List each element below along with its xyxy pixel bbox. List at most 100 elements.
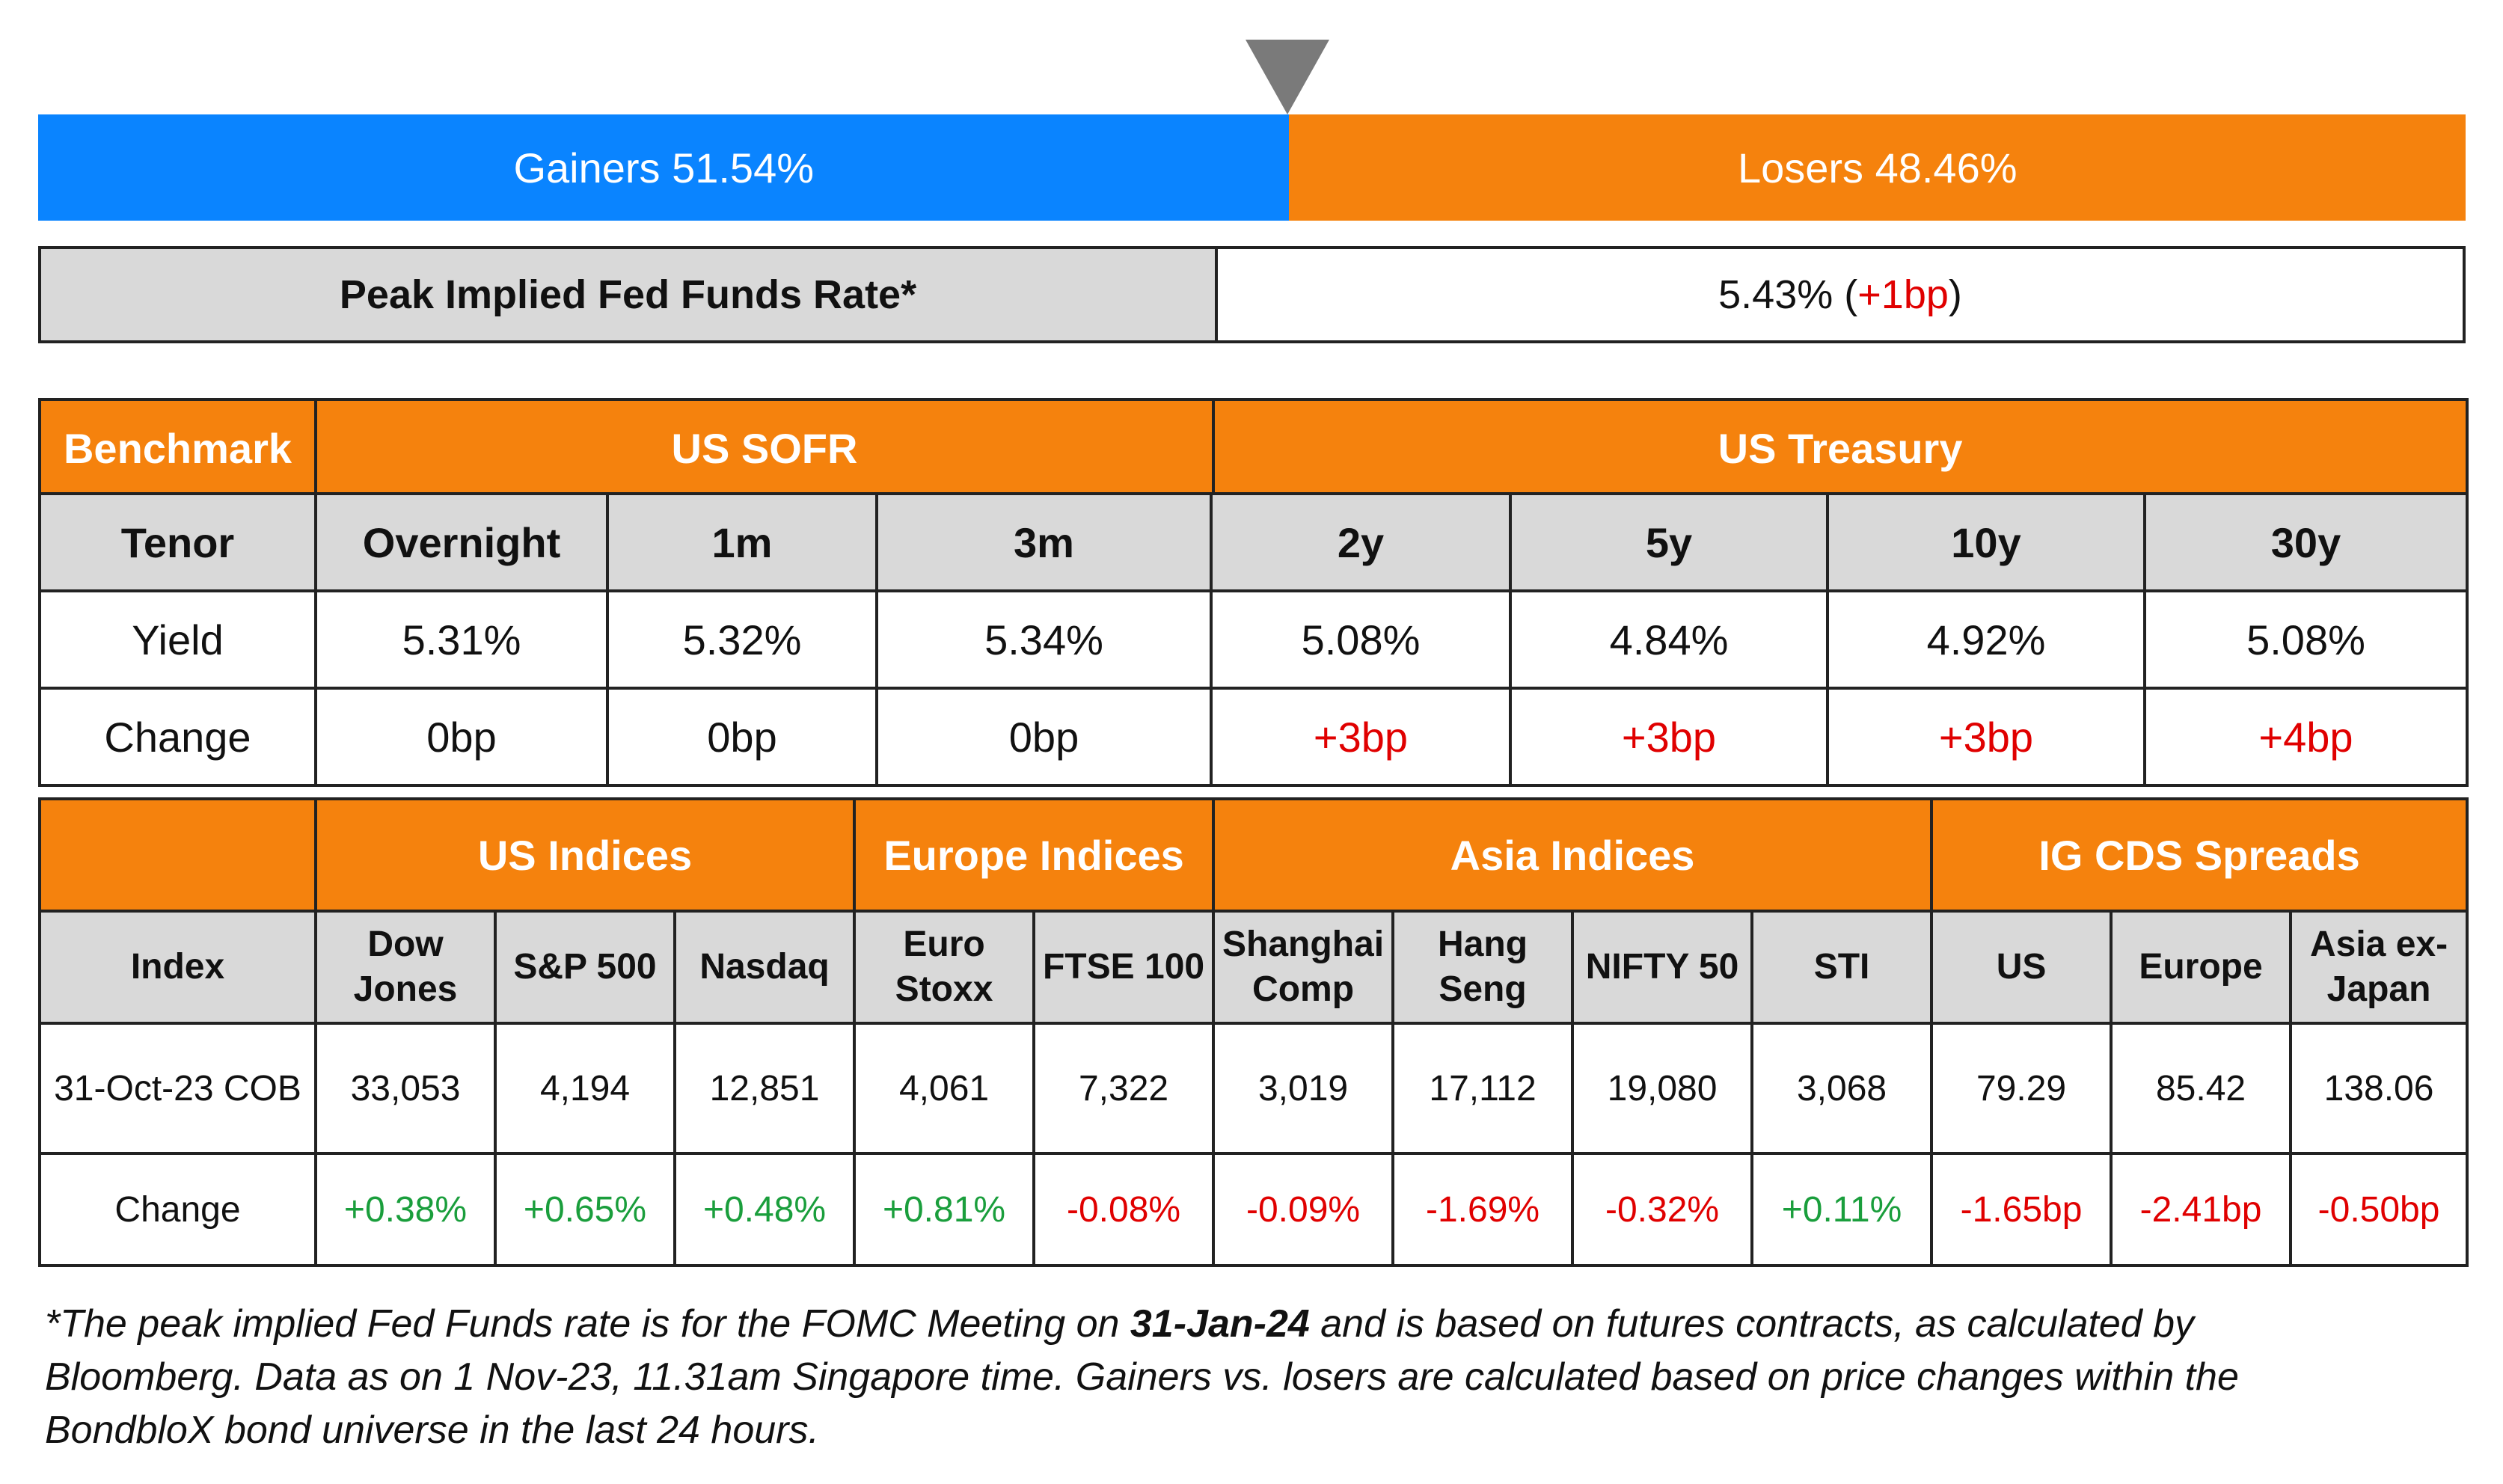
treasury-header: US Treasury bbox=[1212, 398, 2469, 498]
tenor-cell: Overnight bbox=[314, 492, 609, 592]
rate-change-cell: +4bp bbox=[2143, 687, 2469, 787]
index-name-cell: Euro Stoxx bbox=[853, 910, 1036, 1025]
index-value-cell: 12,851 bbox=[673, 1022, 857, 1155]
rates-table: Tenor Overnight 1m 3m 2y 5y 10y 30y Yiel… bbox=[38, 492, 2469, 787]
index-name-line: Europe bbox=[2139, 947, 2263, 987]
yield-cell: 5.32% bbox=[606, 589, 878, 690]
index-name-line: Stoxx bbox=[895, 969, 993, 1009]
index-name-line: NIFTY 50 bbox=[1585, 947, 1739, 987]
fed-funds-rate: 5.43% bbox=[1718, 272, 1833, 317]
index-change-cell: -0.08% bbox=[1032, 1152, 1216, 1267]
index-name-cell: FTSE 100 bbox=[1032, 910, 1216, 1025]
yield-cell: 5.08% bbox=[1210, 589, 1512, 690]
footnote: *The peak implied Fed Funds rate is for … bbox=[45, 1298, 2439, 1458]
tenor-cell: 30y bbox=[2143, 492, 2469, 592]
rate-change-cell: +3bp bbox=[1826, 687, 2146, 787]
index-name-cell: Nasdaq bbox=[673, 910, 857, 1025]
index-name-line: Nasdaq bbox=[699, 947, 830, 987]
gainers-losers-bar: Gainers 51.54% Losers 48.46% bbox=[38, 114, 2466, 221]
index-change-cell: -2.41bp bbox=[2110, 1152, 2293, 1267]
index-value-cell: 19,080 bbox=[1571, 1022, 1754, 1155]
index-value-cell: 79.29 bbox=[1930, 1022, 2113, 1155]
rate-change-cell: 0bp bbox=[314, 687, 609, 787]
index-group-row: US Indices Europe Indices Asia Indices I… bbox=[38, 797, 2469, 913]
index-change-cell: -0.50bp bbox=[2289, 1152, 2469, 1267]
asia-indices-header: Asia Indices bbox=[1212, 797, 1934, 913]
fed-funds-open-paren: ( bbox=[1833, 272, 1858, 317]
tenor-cell: 2y bbox=[1210, 492, 1512, 592]
tenor-cell: 3m bbox=[875, 492, 1213, 592]
yield-row: Yield 5.31% 5.32% 5.34% 5.08% 4.84% 4.92… bbox=[38, 589, 2469, 690]
benchmark-header: Benchmark bbox=[38, 398, 317, 498]
index-change-cell: -1.69% bbox=[1391, 1152, 1575, 1267]
index-change-label: Change bbox=[38, 1152, 317, 1267]
tenor-cell: 5y bbox=[1509, 492, 1829, 592]
footnote-part1: *The peak implied Fed Funds rate is for … bbox=[45, 1302, 1130, 1346]
index-value-cell: 138.06 bbox=[2289, 1022, 2469, 1155]
index-name-line: Shanghai bbox=[1222, 925, 1385, 964]
index-name-cell: NIFTY 50 bbox=[1571, 910, 1754, 1025]
index-change-cell: -0.32% bbox=[1571, 1152, 1754, 1267]
index-changes-row: Change +0.38% +0.65% +0.48% +0.81% -0.08% -0.… bbox=[38, 1152, 2469, 1267]
index-name-cell: Hang Seng bbox=[1391, 910, 1575, 1025]
gainers-label: Gainers 51.54% bbox=[513, 144, 815, 191]
index-name-line: Jones bbox=[353, 969, 458, 1009]
index-name-cell: STI bbox=[1750, 910, 1934, 1025]
index-value-cell: 4,061 bbox=[853, 1022, 1036, 1155]
index-name-line: Hang bbox=[1438, 925, 1528, 964]
index-name-cell: US bbox=[1930, 910, 2113, 1025]
index-name-line: S&P 500 bbox=[513, 947, 657, 987]
tenor-row: Tenor Overnight 1m 3m 2y 5y 10y 30y bbox=[38, 492, 2469, 592]
index-value-cell: 7,322 bbox=[1032, 1022, 1216, 1155]
ig-cds-header: IG CDS Spreads bbox=[1930, 797, 2469, 913]
index-change-cell: +0.81% bbox=[853, 1152, 1036, 1267]
index-name-line: Dow bbox=[367, 925, 444, 964]
index-change-cell: +0.11% bbox=[1750, 1152, 1934, 1267]
sofr-header: US SOFR bbox=[313, 398, 1216, 498]
footnote-line3: BondbloX bond universe in the last 24 ho… bbox=[45, 1408, 819, 1453]
index-value-cell: 4,194 bbox=[494, 1022, 676, 1155]
fed-funds-table: Peak Implied Fed Funds Rate* 5.43% (+1bp… bbox=[38, 246, 2466, 343]
rate-change-cell: +3bp bbox=[1210, 687, 1512, 787]
index-label: Index bbox=[38, 910, 317, 1025]
fed-funds-change: +1bp bbox=[1857, 272, 1949, 317]
rate-change-cell: 0bp bbox=[875, 687, 1213, 787]
index-name-line: STI bbox=[1813, 947, 1870, 987]
yield-cell: 5.34% bbox=[875, 589, 1213, 690]
rate-change-cell: +3bp bbox=[1509, 687, 1829, 787]
breadth-pointer-icon bbox=[1246, 40, 1329, 114]
index-name-cell: Shanghai Comp bbox=[1212, 910, 1395, 1025]
us-indices-header: US Indices bbox=[313, 797, 857, 913]
index-value-cell: 3,019 bbox=[1212, 1022, 1395, 1155]
index-name-cell: Dow Jones bbox=[314, 910, 497, 1025]
index-names-row: Index Dow Jones S&P 500 Nasdaq Euro Stoxx FTSE… bbox=[38, 910, 2469, 1025]
index-change-cell: +0.65% bbox=[494, 1152, 676, 1267]
fed-funds-value: 5.43% (+1bp) bbox=[1215, 246, 2466, 343]
rate-change-label: Change bbox=[38, 687, 317, 787]
yield-cell: 5.08% bbox=[2143, 589, 2469, 690]
index-name-line: Euro bbox=[903, 925, 985, 964]
index-value-cell: 17,112 bbox=[1391, 1022, 1575, 1155]
index-name-line: FTSE 100 bbox=[1042, 947, 1205, 987]
index-name-line: Comp bbox=[1252, 969, 1355, 1009]
footnote-date: 31-Jan-24 bbox=[1130, 1302, 1310, 1346]
index-name-line: Asia ex- bbox=[2309, 925, 2448, 964]
rate-change-row: Change 0bp 0bp 0bp +3bp +3bp +3bp +4bp bbox=[38, 687, 2469, 787]
footnote-part2: and is based on futures contracts, as ca… bbox=[1309, 1302, 2195, 1346]
index-value-cell: 3,068 bbox=[1750, 1022, 1934, 1155]
tenor-cell: 1m bbox=[606, 492, 878, 592]
index-value-cell: 85.42 bbox=[2110, 1022, 2293, 1155]
losers-label: Losers 48.46% bbox=[1737, 144, 2018, 191]
footnote-line2: Bloomberg. Data as on 1 Nov-23, 11.31am … bbox=[45, 1355, 2239, 1399]
tenor-cell: 10y bbox=[1826, 492, 2146, 592]
indices-table: US Indices Europe Indices Asia Indices I… bbox=[38, 797, 2469, 1267]
index-name-cell: S&P 500 bbox=[494, 910, 676, 1025]
fed-funds-label: Peak Implied Fed Funds Rate* bbox=[38, 246, 1218, 343]
index-name-line: US bbox=[1996, 947, 2047, 987]
index-change-cell: -1.65bp bbox=[1930, 1152, 2113, 1267]
index-change-cell: +0.48% bbox=[673, 1152, 857, 1267]
index-name-cell: Asia ex- Japan bbox=[2289, 910, 2469, 1025]
index-change-cell: -0.09% bbox=[1212, 1152, 1395, 1267]
index-name-line: Seng bbox=[1439, 969, 1527, 1009]
index-values-row: 31-Oct-23 COB 33,053 4,194 12,851 4,061 7,32… bbox=[38, 1022, 2469, 1155]
